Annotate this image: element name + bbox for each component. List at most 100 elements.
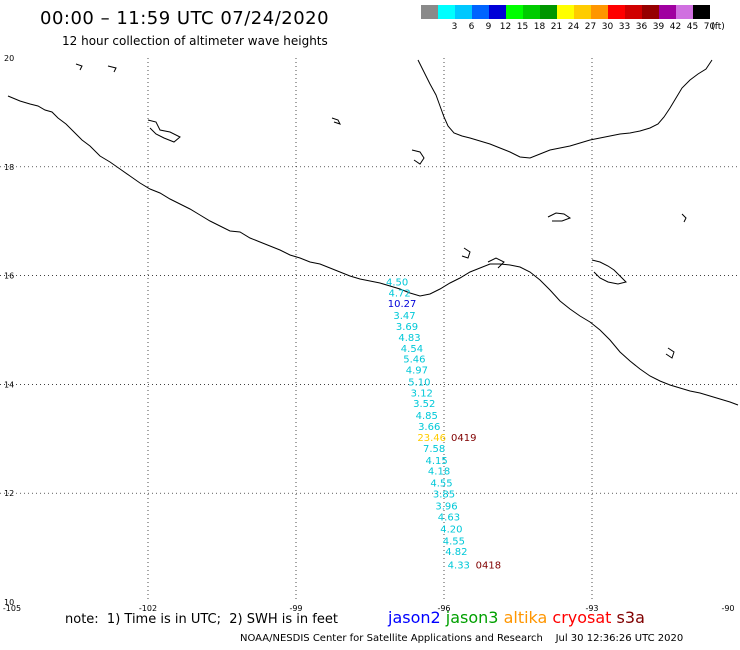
- scale-swatch: [659, 5, 676, 19]
- swh-value-label: 3.47: [393, 311, 415, 322]
- swh-value-label: 3.52: [413, 399, 435, 410]
- scale-label: 36: [635, 22, 648, 32]
- latitude-label: 12: [4, 489, 14, 498]
- coastline: [7, 59, 739, 406]
- longitude-label: -102: [139, 604, 157, 613]
- lagoon-4: [411, 149, 425, 165]
- latitude-label: 18: [4, 163, 14, 172]
- swh-value-label: 3.12: [411, 388, 433, 399]
- legend-item: s3a: [616, 608, 645, 627]
- lagoon-3: [591, 259, 627, 285]
- scale-label: 21: [550, 22, 563, 32]
- legend-item: jason2: [388, 608, 446, 627]
- swh-value-label: 10.27: [388, 299, 417, 310]
- scale-swatch: [421, 5, 438, 19]
- scale-label: 9: [485, 22, 492, 32]
- swh-value-label: 4.33: [448, 560, 470, 571]
- scale-unit-label: (ft): [711, 22, 725, 32]
- scale-swatch: [625, 5, 642, 19]
- legend-item: altika: [503, 608, 553, 627]
- scale-swatch: [574, 5, 591, 19]
- lagoon-2: [547, 212, 572, 222]
- swh-value-label: 7.58: [423, 444, 445, 455]
- scale-swatch: [438, 5, 455, 19]
- scale-label: 27: [584, 22, 597, 32]
- scale-swatch: [506, 5, 523, 19]
- swh-value-label: 3.69: [396, 322, 418, 333]
- swh-value-label: 5.10: [408, 377, 430, 388]
- scale-label: 33: [618, 22, 631, 32]
- satellite-legend: jason2 jason3 altika cryosat s3a: [388, 608, 645, 627]
- swh-value-label: 4.85: [416, 411, 438, 422]
- coastline-gulf: [417, 59, 713, 159]
- legend-item: cryosat: [552, 608, 617, 627]
- latitude-label: 20: [4, 54, 14, 63]
- scale-swatch: [540, 5, 557, 19]
- longitude-label: -93: [585, 604, 598, 613]
- scale-label: 6: [468, 22, 475, 32]
- scale-swatch: [693, 5, 710, 19]
- footer-credit: NOAA/NESDIS Center for Satellite Applica…: [240, 633, 684, 644]
- lagoon-1: [147, 119, 181, 143]
- scale-swatch: [608, 5, 625, 19]
- islet-1: [331, 117, 341, 125]
- swh-value-label: 3.96: [435, 502, 457, 513]
- scale-label: 30: [601, 22, 614, 32]
- swh-value-label: 5.46: [403, 355, 425, 366]
- swh-value-label: 3.66: [418, 422, 440, 433]
- longitude-labels: -105 -102 -99 -96 -93 -90: [3, 604, 735, 613]
- graticule: [0, 58, 740, 602]
- swh-value-label: 4.83: [398, 333, 420, 344]
- swh-value-label: 4.18: [428, 467, 450, 478]
- lagoon-6: [487, 257, 505, 269]
- scale-label: 70: [703, 22, 716, 32]
- longitude-label: -105: [3, 604, 21, 613]
- swh-value-label: 4.50: [386, 277, 408, 288]
- swh-value-label: 4.15: [425, 456, 447, 467]
- scale-label: 24: [567, 22, 580, 32]
- swh-value-label: 23.46: [417, 433, 446, 444]
- swh-value-label: 4.54: [401, 344, 423, 355]
- scale-swatch: [472, 5, 489, 19]
- scale-swatch: [489, 5, 506, 19]
- scale-label: 15: [516, 22, 529, 32]
- legend-item: jason3: [445, 608, 504, 627]
- swh-value-label: 3.85: [433, 490, 455, 501]
- scale-label: 45: [686, 22, 699, 32]
- scale-label: 42: [669, 22, 682, 32]
- longitude-label: -99: [289, 604, 302, 613]
- latitude-label: 14: [4, 380, 14, 389]
- swh-value-label: 4.82: [445, 547, 467, 558]
- page-subtitle: 12 hour collection of altimeter wave hei…: [62, 34, 328, 48]
- scale-label: 3: [451, 22, 458, 32]
- scale-label: 39: [652, 22, 665, 32]
- satellite-track: 4.504.7210.273.473.694.834.545.464.975.1…: [386, 277, 501, 571]
- swh-value-label: 4.55: [430, 479, 452, 490]
- islet-4: [681, 213, 687, 223]
- swh-value-label: 4.72: [388, 288, 410, 299]
- scale-swatch: [642, 5, 659, 19]
- coastline-mainland: [7, 95, 739, 406]
- latitude-label: 16: [4, 272, 14, 281]
- scale-label: 18: [533, 22, 546, 32]
- longitude-label: -90: [721, 604, 734, 613]
- latitude-label: 10: [4, 598, 14, 607]
- pass-time-label: 0419: [451, 433, 476, 444]
- scale-swatch: [557, 5, 574, 19]
- scale-swatch: [455, 5, 472, 19]
- pass-time-label: 0418: [476, 560, 501, 571]
- swh-value-label: 4.20: [440, 524, 462, 535]
- islet-2: [75, 63, 83, 71]
- longitude-label: -96: [437, 604, 450, 613]
- latitude-labels: 20 18 16 14 12 10: [4, 54, 14, 607]
- scale-swatch: [523, 5, 540, 19]
- swh-value-label: 4.55: [443, 536, 465, 547]
- footer-note: note: 1) Time is in UTC; 2) SWH is in fe…: [65, 612, 338, 627]
- scale-label: 12: [499, 22, 512, 32]
- scale-swatch: [591, 5, 608, 19]
- swh-value-label: 4.97: [406, 366, 428, 377]
- lagoon-5: [461, 247, 471, 259]
- page-title: 00:00 – 11:59 UTC 07/24/2020: [40, 8, 330, 29]
- swh-value-label: 4.63: [438, 512, 460, 523]
